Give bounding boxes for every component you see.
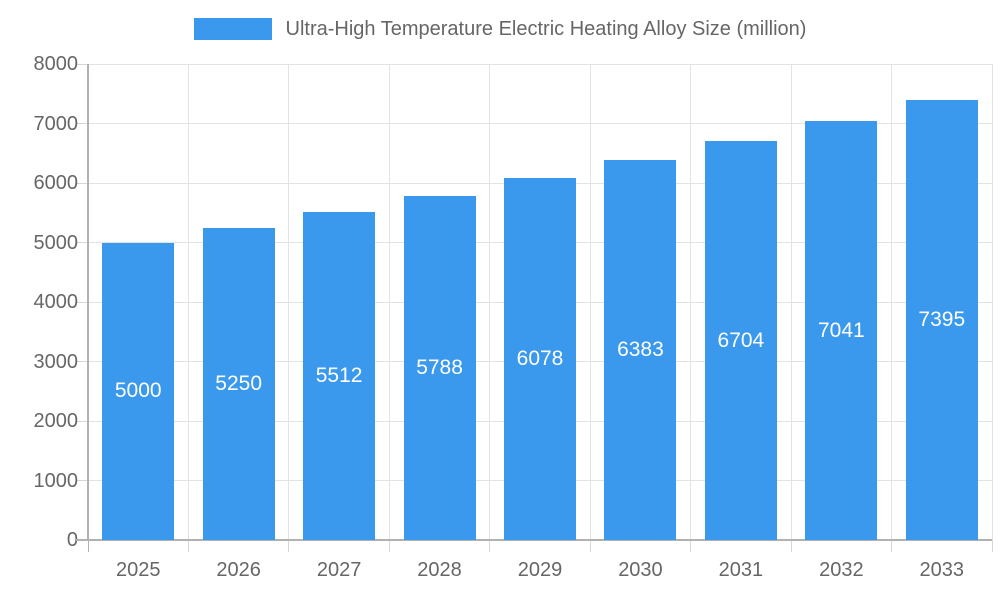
x-axis-tick [991, 540, 993, 552]
x-gridline [187, 64, 189, 540]
bar-value-label: 5512 [315, 364, 363, 387]
bar-value-label: 6383 [617, 338, 664, 362]
y-axis-tick [76, 301, 88, 303]
bar[interactable]: 7395 [905, 99, 978, 540]
x-axis-tick [589, 540, 591, 552]
x-gridline [690, 64, 692, 540]
x-axis-tick [489, 540, 491, 552]
bar[interactable]: 6383 [604, 160, 677, 540]
y-axis-tick-label: 6000 [33, 172, 79, 194]
x-axis-tick [187, 540, 189, 552]
y-axis-tick [76, 420, 88, 422]
y-axis-tick [76, 182, 88, 184]
x-gridline [790, 64, 792, 540]
x-axis-tick [87, 540, 89, 552]
legend[interactable]: Ultra-High Temperature Electric Heating … [0, 0, 1000, 58]
bar-value-label: 5788 [416, 355, 463, 379]
legend-swatch-icon [193, 18, 272, 40]
x-axis-tick [690, 540, 692, 552]
x-axis-tick-label: 2025 [115, 559, 161, 581]
x-axis-tick-label: 2030 [618, 559, 663, 581]
x-gridline [991, 64, 993, 540]
y-axis-tick [76, 123, 88, 124]
y-axis-tick-label: 0 [66, 529, 78, 551]
y-axis-tick [76, 361, 88, 362]
x-gridline [388, 64, 390, 540]
bar-value-label: 6078 [516, 347, 564, 371]
x-gridline [891, 64, 893, 540]
bar[interactable]: 6704 [704, 141, 777, 540]
x-axis-tick [790, 540, 792, 552]
bar[interactable]: 5000 [102, 242, 175, 540]
y-axis-tick [76, 480, 88, 481]
y-axis-tick-label: 3000 [33, 350, 79, 373]
y-axis-tick-label: 2000 [33, 410, 79, 432]
y-axis-tick-label: 8000 [33, 53, 79, 75]
x-axis-tick-label: 2032 [819, 559, 864, 581]
x-axis-tick [388, 540, 390, 552]
x-axis-tick [288, 540, 290, 552]
bar-value-label: 7041 [817, 318, 865, 342]
x-axis-tick-label: 2033 [919, 559, 965, 581]
y-axis-tick-label: 1000 [33, 469, 79, 492]
x-axis-tick-label: 2031 [718, 559, 764, 581]
bar[interactable]: 5788 [403, 195, 476, 540]
y-axis-line [87, 64, 89, 540]
y-axis-tick-label: 5000 [33, 231, 79, 254]
bar[interactable]: 7041 [805, 121, 878, 540]
x-axis-tick [891, 540, 893, 552]
x-axis-tick-label: 2029 [517, 559, 563, 581]
bar-value-label: 7395 [918, 307, 966, 331]
y-axis-tick-label: 7000 [33, 112, 79, 135]
x-gridline [288, 64, 290, 540]
x-gridline [489, 64, 491, 540]
bar-value-label: 5250 [215, 371, 263, 395]
bar-value-label: 6704 [717, 328, 765, 352]
x-axis-tick-label: 2026 [216, 559, 261, 581]
y-gridline [88, 63, 992, 65]
bar-value-label: 5000 [114, 379, 162, 403]
y-gridline [88, 123, 992, 124]
x-axis-tick-label: 2027 [316, 559, 362, 581]
bar[interactable]: 5250 [202, 227, 275, 540]
x-axis-tick-label: 2028 [417, 559, 462, 581]
y-axis-tick [76, 242, 88, 243]
legend-label: Ultra-High Temperature Electric Heating … [285, 17, 807, 40]
y-axis-tick-label: 4000 [33, 291, 79, 313]
bar[interactable]: 6078 [504, 178, 576, 540]
bar[interactable]: 5512 [303, 212, 376, 540]
x-gridline [589, 64, 591, 540]
y-axis-tick [76, 63, 88, 65]
